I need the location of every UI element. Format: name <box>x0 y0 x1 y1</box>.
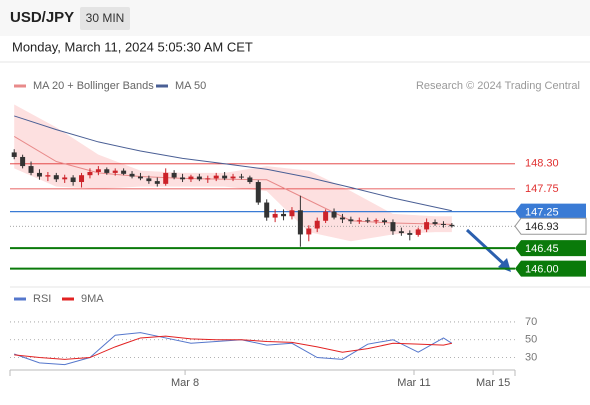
legend-label: MA 20 + Bollinger Bands <box>33 80 154 92</box>
timeframe[interactable]: 30 MIN <box>86 11 125 25</box>
candle-body <box>323 211 329 221</box>
candle-body <box>382 220 388 223</box>
candle-body <box>205 178 211 180</box>
candle-body <box>154 181 160 184</box>
level-box <box>514 217 587 235</box>
candle-body <box>129 173 135 177</box>
candle-body <box>449 224 455 227</box>
candle-body <box>348 219 354 222</box>
x-tick-label: Mar 15 <box>476 377 510 389</box>
y-tick-label: 50 <box>525 334 537 346</box>
candle-body <box>398 231 404 234</box>
legend-label: MA 50 <box>175 80 206 92</box>
candle-body <box>70 177 76 183</box>
candle-body <box>314 220 320 229</box>
candle-body <box>213 175 219 179</box>
y-tick-label: 70 <box>525 316 537 328</box>
candle-body <box>196 176 202 180</box>
x-tick-label: Mar 11 <box>397 377 430 389</box>
candle-body <box>238 176 244 178</box>
level-label: 148.30 <box>525 158 559 170</box>
level-box <box>515 260 586 277</box>
candle-body <box>264 202 270 218</box>
rsi-line <box>14 335 452 360</box>
candle-body <box>180 177 186 180</box>
candle-body <box>45 175 51 177</box>
rsi-line <box>14 332 453 366</box>
level-label: 146.45 <box>525 243 559 255</box>
candle-body <box>281 213 287 217</box>
candle-body <box>188 176 194 180</box>
timeframe-button[interactable] <box>80 7 130 30</box>
candle-body <box>306 228 312 235</box>
candle-body <box>222 175 228 179</box>
level-label: 147.25 <box>525 207 559 219</box>
ma20-line <box>13 136 452 225</box>
candle-body <box>247 177 253 183</box>
level-label: 146.00 <box>525 264 559 276</box>
candle-body <box>407 233 413 235</box>
level-box <box>515 203 586 220</box>
candle-body <box>297 210 303 235</box>
candle-body <box>440 223 446 225</box>
ma50-line <box>14 115 452 212</box>
candle-body <box>289 210 295 217</box>
candle-body <box>424 222 430 230</box>
candle-body <box>255 182 261 203</box>
symbol: USD/JPY <box>10 9 74 26</box>
candle-body <box>11 152 17 157</box>
candle-body <box>390 222 396 232</box>
level-label: 146.93 <box>525 221 559 233</box>
candle-body <box>230 176 236 179</box>
candle-body <box>356 220 362 222</box>
candle-body <box>331 211 337 218</box>
level-box <box>515 240 586 257</box>
x-tick-label: Mar 8 <box>171 377 199 389</box>
candle-body <box>415 229 421 235</box>
bollinger-band <box>14 104 452 242</box>
date: Monday, March 11, 2024 5:05:30 AM CET <box>12 39 253 54</box>
candle-body <box>339 217 345 220</box>
y-tick-label: 30 <box>525 351 537 363</box>
legend-label: RSI <box>33 293 51 305</box>
candle-body <box>79 175 85 183</box>
level-label: 147.75 <box>525 183 559 195</box>
candle-body <box>53 175 59 180</box>
candle-body <box>272 213 278 218</box>
candle-body <box>95 169 101 172</box>
candle-body <box>104 169 110 173</box>
candle-body <box>163 172 169 184</box>
credit: Research © 2024 Trading Central <box>416 80 580 92</box>
candle-body <box>146 178 152 182</box>
candle-body <box>28 166 34 173</box>
candle-body <box>121 170 127 174</box>
candle-body <box>112 170 118 173</box>
candle-body <box>373 220 379 222</box>
candle-body <box>62 177 68 180</box>
candle-body <box>36 172 42 177</box>
candle-body <box>87 172 93 176</box>
candle-body <box>20 156 26 167</box>
candle-body <box>137 176 143 179</box>
candle-body <box>365 220 371 222</box>
legend-label: 9MA <box>81 293 104 305</box>
candle-body <box>432 222 438 224</box>
candle-body <box>171 172 177 178</box>
